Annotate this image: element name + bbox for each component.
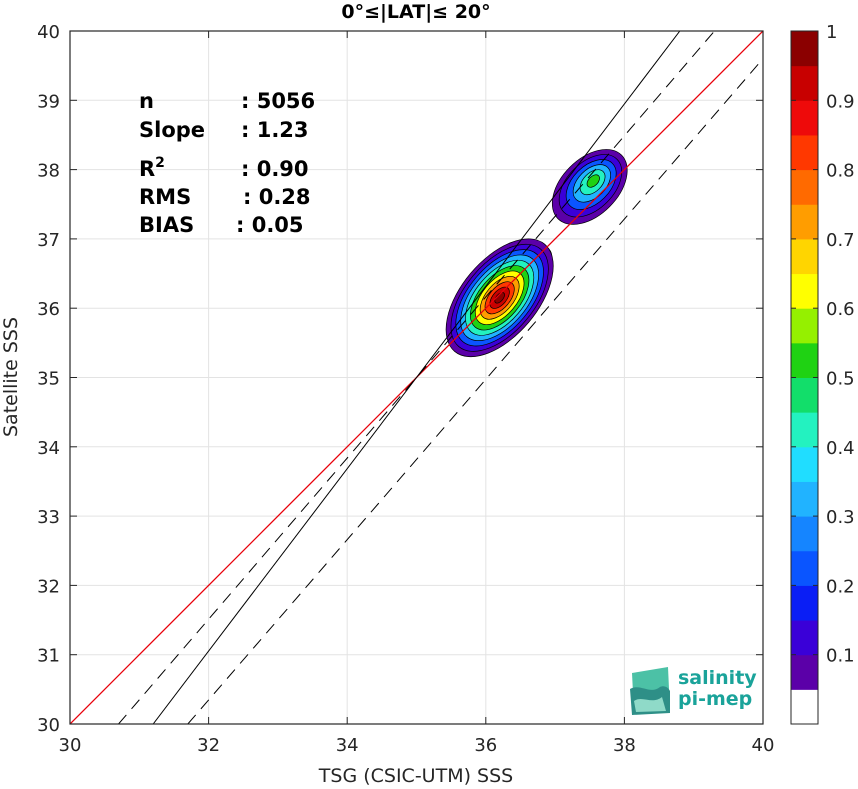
stat-label: Slope xyxy=(139,118,205,142)
density-contour-upper xyxy=(586,174,600,188)
colorbar-segment xyxy=(791,481,818,517)
y-tick-label: 31 xyxy=(37,646,60,667)
colorbar-segment xyxy=(791,31,818,67)
y-tick-label: 34 xyxy=(37,438,60,459)
colorbar-segment xyxy=(791,585,818,621)
stat-value: : 0.90 xyxy=(241,157,309,181)
colorbar-segment xyxy=(791,377,818,413)
colorbar-tick-label: 0.7 xyxy=(826,230,855,251)
colorbar-tick-label: 0.5 xyxy=(826,369,855,390)
stat-value: : 5056 xyxy=(241,89,315,113)
colorbar-segment xyxy=(791,654,818,690)
y-tick-label: 32 xyxy=(37,576,60,597)
colorbar-segment xyxy=(791,412,818,448)
fit-lower-line xyxy=(187,58,763,724)
y-tick-label: 40 xyxy=(37,22,60,43)
colorbar-tick-label: 0.8 xyxy=(826,161,855,182)
colorbar-segment xyxy=(791,134,818,171)
colorbar-tick-label: 0.6 xyxy=(826,299,855,320)
logo-text-line2: pi-mep xyxy=(678,688,752,710)
colorbar-segment xyxy=(791,169,818,205)
y-axis-label: Satellite SSS xyxy=(0,317,22,437)
colorbar: 0.1 0.2 0.3 0.4 0.5 0.6 0.7 0.8 0.9 1 xyxy=(790,22,855,725)
colorbar-segment xyxy=(791,620,818,656)
y-tick-label: 30 xyxy=(37,715,60,736)
density-contour-lower xyxy=(494,292,505,304)
stat-value: : 0.28 xyxy=(243,185,311,209)
colorbar-tick-label: 1 xyxy=(826,22,837,43)
stat-value: : 1.23 xyxy=(241,118,309,142)
x-tick-label: 38 xyxy=(613,735,636,756)
x-axis-label: TSG (CSIC-UTM) SSS xyxy=(318,765,513,787)
colorbar-segment xyxy=(791,342,818,378)
y-tick-label: 39 xyxy=(37,91,60,112)
colorbar-tick-label: 0.3 xyxy=(826,507,855,528)
colorbar-tick-label: 0.9 xyxy=(826,91,855,112)
colorbar-tick-label: 0.2 xyxy=(826,576,855,597)
stat-label: BIAS xyxy=(139,213,194,237)
colorbar-segment xyxy=(791,100,818,136)
stat-value: : 0.05 xyxy=(236,213,304,237)
x-tick-label: 32 xyxy=(197,735,220,756)
y-tick-label: 35 xyxy=(37,369,60,390)
colorbar-tick-label: 0.1 xyxy=(826,646,855,667)
density-contours xyxy=(445,149,628,358)
colorbar-tick-label: 0.4 xyxy=(826,438,855,459)
stat-label: RMS xyxy=(139,185,191,209)
logo-wave-mark-highlight xyxy=(634,697,666,712)
logo-text-line1: salinity xyxy=(678,667,757,689)
axis-ticks: 30 32 34 36 38 40 30 31 32 33 34 35 36 37 38 39 40 xyxy=(37,22,774,756)
x-tick-label: 34 xyxy=(336,735,359,756)
x-tick-label: 40 xyxy=(752,735,775,756)
stat-label: n xyxy=(139,89,154,113)
stat-superscript: 2 xyxy=(155,155,165,171)
reference-lines xyxy=(70,31,763,724)
colorbar-segment xyxy=(791,550,818,586)
y-tick-label: 37 xyxy=(37,230,60,251)
colorbar-segment xyxy=(791,204,818,240)
colorbar-segment xyxy=(791,446,818,482)
fit-upper-line xyxy=(118,31,715,724)
colorbar-segment xyxy=(791,238,818,275)
colorbar-segment xyxy=(791,273,818,309)
colorbar-segment xyxy=(791,689,818,725)
gridlines xyxy=(70,31,763,724)
y-tick-label: 36 xyxy=(37,299,60,320)
x-tick-label: 30 xyxy=(59,735,82,756)
y-tick-label: 38 xyxy=(37,161,60,182)
colorbar-segment xyxy=(791,516,818,552)
chart-title: 0°≤|LAT|≤ 20° xyxy=(341,1,490,23)
x-tick-label: 36 xyxy=(474,735,497,756)
colorbar-segment xyxy=(791,65,818,101)
y-tick-label: 33 xyxy=(37,507,60,528)
fit-line xyxy=(152,31,681,724)
salinity-pi-mep-logo: salinity pi-mep xyxy=(630,667,757,715)
colorbar-segment xyxy=(791,308,818,344)
